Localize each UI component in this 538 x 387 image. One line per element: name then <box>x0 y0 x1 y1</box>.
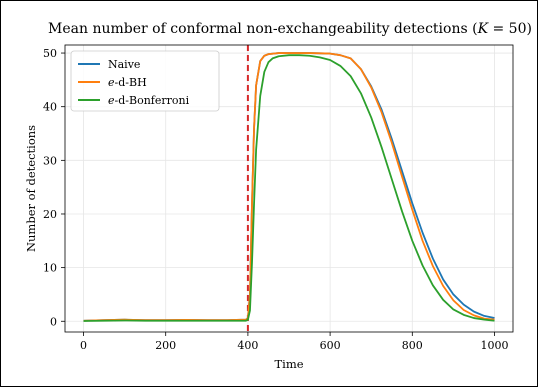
y-tick-label: 40 <box>43 101 57 114</box>
plot-area <box>64 44 514 333</box>
chart-title-text: Mean number of conformal non-exchangeabi… <box>48 21 478 37</box>
series-line-2 <box>83 54 495 322</box>
y-tick-label: 30 <box>43 154 57 167</box>
x-axis-label: Time <box>274 357 303 371</box>
x-tick-label: 0 <box>80 339 87 352</box>
x-tick-label: 1000 <box>481 339 509 352</box>
chart-title-var: K <box>477 21 490 37</box>
legend-label-text: -d-BH <box>115 76 147 89</box>
series-lines <box>83 52 495 322</box>
x-tick-label: 200 <box>155 339 176 352</box>
x-tick-label: 800 <box>402 339 423 352</box>
legend-label-2: e-d-Bonferroni <box>108 94 190 107</box>
legend-label-text: Naive <box>108 58 140 71</box>
y-tick-label: 10 <box>43 262 57 275</box>
legend-label-italic: e <box>108 94 115 107</box>
legend-label-italic: e <box>108 76 115 89</box>
axis-ticks: 0 200 400 600 800 1000 0 10 20 30 40 50 <box>43 47 509 352</box>
legend-label-text: -d-Bonferroni <box>115 94 190 107</box>
legend-box <box>70 50 220 112</box>
chart-title: Mean number of conformal non-exchangeabi… <box>48 21 532 37</box>
chart-title-eq: = 50) <box>488 21 532 37</box>
y-tick-label: 20 <box>43 208 57 221</box>
x-tick-label: 600 <box>320 339 341 352</box>
legend-label-1: e-d-BH <box>108 76 147 89</box>
y-axis-label: Number of detections <box>24 125 38 252</box>
y-tick-label: 0 <box>50 315 57 328</box>
y-tick-label: 50 <box>43 47 57 60</box>
x-tick-label: 400 <box>237 339 258 352</box>
legend-label-0: Naive <box>108 58 140 71</box>
